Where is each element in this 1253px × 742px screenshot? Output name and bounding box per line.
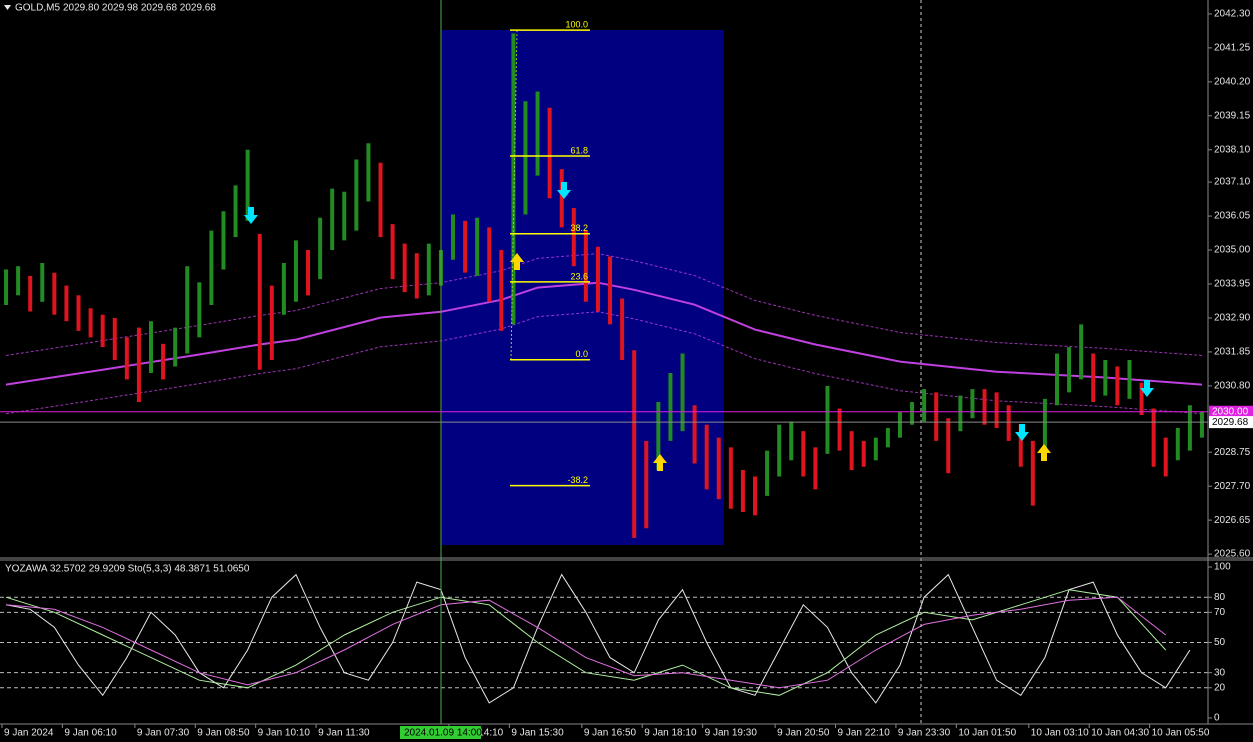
x-tick-label: 10 Jan 04:30 bbox=[1091, 728, 1149, 739]
x-tick-label: 9 Jan 18:10 bbox=[644, 728, 697, 739]
x-tick-label: 9 Jan 10:10 bbox=[258, 728, 311, 739]
x-tick-label: 9 Jan 23:30 bbox=[898, 728, 951, 739]
envelope-band bbox=[5, 311, 1203, 415]
y-tick-label: 2038.10 bbox=[1214, 144, 1251, 155]
oscillator-line bbox=[5, 596, 1167, 689]
envelope-band bbox=[5, 253, 1203, 356]
sell-arrow bbox=[557, 182, 571, 199]
y-tick-label: 2031.85 bbox=[1214, 347, 1251, 358]
x-tick-label: 9 Jan 06:10 bbox=[64, 728, 117, 739]
x-tick-label: 10 Jan 05:50 bbox=[1152, 728, 1210, 739]
fibo-label: 38.2 bbox=[570, 223, 588, 233]
y-tick-label: 2041.25 bbox=[1214, 43, 1251, 54]
x-tick-label: 10 Jan 01:50 bbox=[958, 728, 1016, 739]
y-tick-label: 2040.20 bbox=[1214, 76, 1251, 87]
y-tick-label: 2025.60 bbox=[1214, 549, 1251, 560]
x-tick-label: 9 Jan 16:50 bbox=[584, 728, 637, 739]
y-tick-label: 2035.00 bbox=[1214, 245, 1251, 256]
y-tick-label: 2037.10 bbox=[1214, 177, 1251, 188]
osc-y-tick-label: 50 bbox=[1214, 637, 1226, 648]
y-tick-label: 2042.30 bbox=[1214, 9, 1251, 20]
y-tick-label: 2030.80 bbox=[1214, 381, 1251, 392]
oscillator-line bbox=[5, 573, 1191, 704]
fibo-label: 0.0 bbox=[575, 349, 588, 359]
buy-arrow bbox=[1037, 444, 1051, 461]
level-label-box bbox=[1209, 405, 1253, 418]
x-tick-label: 9 Jan 20:50 bbox=[777, 728, 830, 739]
osc-y-tick-label: 70 bbox=[1214, 607, 1226, 618]
osc-y-tick-label: 80 bbox=[1214, 592, 1226, 603]
buy-arrows bbox=[510, 253, 1051, 471]
menu-triangle bbox=[4, 5, 11, 10]
sell-arrow bbox=[244, 207, 258, 224]
fibo-label: 23.6 bbox=[570, 271, 588, 281]
indicator-title: YOZAWA 32.5702 29.9209 Sto(5,3,3) 48.387… bbox=[5, 564, 250, 575]
x-tick-label: 10 Jan 03:10 bbox=[1031, 728, 1089, 739]
crosshair-time: 2024.01.09 14:00 bbox=[404, 728, 482, 739]
y-tick-label: 2036.05 bbox=[1214, 211, 1251, 222]
osc-y-tick-label: 0 bbox=[1214, 713, 1220, 724]
crosshair-time-box bbox=[400, 726, 481, 739]
sell-arrows bbox=[244, 182, 1154, 441]
x-tick-label: 9 Jan 2024 bbox=[4, 728, 54, 739]
y-tick-label: 2039.15 bbox=[1214, 110, 1251, 121]
x-tick-label: 9 Jan 07:30 bbox=[137, 728, 190, 739]
level-label: 2030.00 bbox=[1212, 406, 1249, 417]
y-tick-label: 2032.90 bbox=[1214, 313, 1251, 324]
current-price-box bbox=[1209, 416, 1253, 429]
ohlc-values: 2029.80 2029.98 2029.68 2029.68 bbox=[63, 3, 216, 14]
fibo-label: 100.0 bbox=[565, 19, 588, 29]
current-price-label: 2029.68 bbox=[1212, 417, 1249, 428]
x-tick-label: 9 Jan 19:30 bbox=[705, 728, 758, 739]
x-tick-label: 9 Jan 22:10 bbox=[838, 728, 891, 739]
selection-rectangle bbox=[442, 30, 724, 545]
y-tick-label: 2026.65 bbox=[1214, 515, 1251, 526]
sell-arrow bbox=[1015, 424, 1029, 441]
symbol-title: GOLD,M5 bbox=[15, 3, 60, 14]
moving-average bbox=[5, 281, 1203, 386]
osc-y-tick-label: 30 bbox=[1214, 667, 1226, 678]
x-tick-label: 9 Jan 15:30 bbox=[511, 728, 564, 739]
fibo-label: 61.8 bbox=[570, 145, 588, 155]
fibo-trendline bbox=[510, 30, 518, 360]
oscillator-line bbox=[5, 589, 1167, 696]
buy-arrow bbox=[653, 454, 667, 471]
osc-y-tick-label: 100 bbox=[1214, 562, 1231, 573]
fibo-label: -38.2 bbox=[567, 475, 588, 485]
buy-arrow bbox=[510, 253, 524, 270]
osc-y-tick-label: 20 bbox=[1214, 682, 1226, 693]
y-tick-label: 2027.70 bbox=[1214, 481, 1251, 492]
y-tick-label: 2033.95 bbox=[1214, 279, 1251, 290]
sell-arrow bbox=[1140, 380, 1154, 397]
y-tick-label: 2028.75 bbox=[1214, 447, 1251, 458]
x-tick-label: 9 Jan 08:50 bbox=[197, 728, 250, 739]
x-tick-label: 9 Jan 11:30 bbox=[318, 728, 370, 739]
